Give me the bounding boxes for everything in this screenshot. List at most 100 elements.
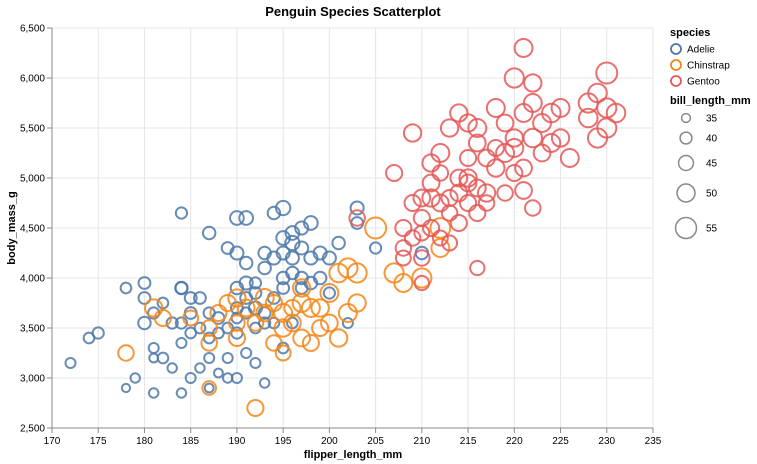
legend-size-circle xyxy=(676,183,696,203)
data-point-chinstrap xyxy=(411,267,433,289)
data-point-chinstrap xyxy=(228,314,246,332)
legend-swatch-adelie xyxy=(670,43,682,55)
legend-size-title: bill_length_mm xyxy=(670,95,751,107)
data-point-gentoo xyxy=(458,173,478,193)
data-point-gentoo xyxy=(413,249,431,267)
legend-size-circle xyxy=(674,216,698,240)
y-tick-label: 4,500 xyxy=(20,224,45,235)
data-point-adelie xyxy=(184,371,197,385)
data-point-adelie xyxy=(294,240,310,256)
data-point-gentoo xyxy=(587,82,608,104)
legend-size-label: 45 xyxy=(706,159,718,170)
data-point-adelie xyxy=(193,291,207,305)
data-point-gentoo xyxy=(541,102,562,124)
x-tick-label: 200 xyxy=(321,436,338,447)
data-point-adelie xyxy=(303,215,319,231)
data-point-gentoo xyxy=(522,93,543,113)
data-point-gentoo xyxy=(348,209,366,227)
data-point-adelie xyxy=(349,200,365,216)
data-point-gentoo xyxy=(523,73,543,93)
x-tick-label: 220 xyxy=(506,436,523,447)
data-point-chinstrap xyxy=(283,313,302,333)
data-point-adelie xyxy=(120,382,132,394)
data-point-chinstrap xyxy=(254,288,275,308)
data-point-gentoo xyxy=(559,148,580,168)
data-point-adelie xyxy=(203,382,215,394)
data-point-adelie xyxy=(331,235,346,251)
y-tick-label: 5,000 xyxy=(20,174,45,185)
axes: 170 175 180 185 190 195 200 205 210 215 220 225 230 2… xyxy=(20,24,662,448)
data-point-gentoo xyxy=(605,102,627,124)
data-point-gentoo xyxy=(430,143,451,163)
data-point-gentoo xyxy=(431,229,449,247)
data-point-chinstrap xyxy=(292,328,312,348)
data-point-gentoo xyxy=(449,103,469,123)
x-tick-label: 195 xyxy=(275,436,292,447)
data-point-gentoo xyxy=(504,138,525,158)
data-point-adelie xyxy=(156,351,170,365)
data-point-gentoo xyxy=(468,203,487,223)
data-point-adelie xyxy=(312,270,328,286)
data-point-gentoo xyxy=(469,259,486,277)
x-tick-label: 180 xyxy=(136,436,153,447)
data-point-adelie xyxy=(275,199,292,217)
legend-label-gentoo: Gentoo xyxy=(687,77,720,88)
series-adelie xyxy=(64,199,430,399)
y-tick-label: 3,000 xyxy=(20,374,45,385)
data-point-gentoo xyxy=(485,98,506,118)
data-point-chinstrap xyxy=(300,298,321,318)
legend-size-label: 55 xyxy=(706,224,718,235)
y-axis-title: body_mass_g xyxy=(6,191,18,264)
data-point-gentoo xyxy=(477,148,496,168)
y-tick-label: 6,500 xyxy=(20,24,45,35)
data-point-gentoo xyxy=(449,183,469,203)
data-point-adelie xyxy=(203,351,216,365)
series-chinstrap xyxy=(117,216,452,418)
data-points xyxy=(64,38,627,418)
data-point-adelie xyxy=(248,276,263,290)
data-point-gentoo xyxy=(394,249,412,267)
data-point-adelie xyxy=(193,321,207,335)
data-point-adelie xyxy=(321,250,337,266)
data-point-chinstrap xyxy=(291,278,312,298)
data-point-gentoo xyxy=(477,194,496,212)
data-point-gentoo xyxy=(449,168,469,188)
data-point-gentoo xyxy=(413,274,430,292)
data-point-adelie xyxy=(184,326,198,340)
data-point-chinstrap xyxy=(236,298,256,318)
data-point-gentoo xyxy=(541,133,562,153)
data-point-adelie xyxy=(230,371,243,385)
data-point-gentoo xyxy=(403,229,422,247)
data-point-adelie xyxy=(238,275,254,291)
x-tick-label: 205 xyxy=(367,436,384,447)
data-point-gentoo xyxy=(596,117,618,139)
data-point-adelie xyxy=(64,356,77,370)
data-point-adelie xyxy=(368,241,383,255)
data-point-gentoo xyxy=(513,103,534,123)
data-point-gentoo xyxy=(431,164,450,182)
data-point-adelie xyxy=(294,220,310,236)
data-point-adelie xyxy=(257,260,272,276)
data-point-gentoo xyxy=(403,193,422,213)
data-point-adelie xyxy=(213,367,224,379)
data-point-adelie xyxy=(174,280,189,296)
data-point-gentoo xyxy=(430,193,450,213)
data-point-adelie xyxy=(129,372,141,384)
data-point-adelie xyxy=(221,351,234,365)
data-point-adelie xyxy=(284,250,300,266)
data-point-chinstrap xyxy=(364,216,388,240)
data-point-gentoo xyxy=(421,173,441,193)
series-gentoo xyxy=(348,38,627,292)
data-point-gentoo xyxy=(578,107,599,129)
data-point-chinstrap xyxy=(255,303,275,323)
legend-label-chinstrap: Chinstrap xyxy=(687,61,730,72)
data-point-gentoo xyxy=(412,188,432,208)
data-point-chinstrap xyxy=(311,318,330,338)
y-tick-label: 4,000 xyxy=(20,274,45,285)
x-tick-label: 215 xyxy=(460,436,477,447)
data-point-gentoo xyxy=(514,158,533,178)
chart-title: Penguin Species Scatterplot xyxy=(265,4,441,19)
data-point-gentoo xyxy=(422,218,441,238)
data-point-chinstrap xyxy=(291,293,312,313)
